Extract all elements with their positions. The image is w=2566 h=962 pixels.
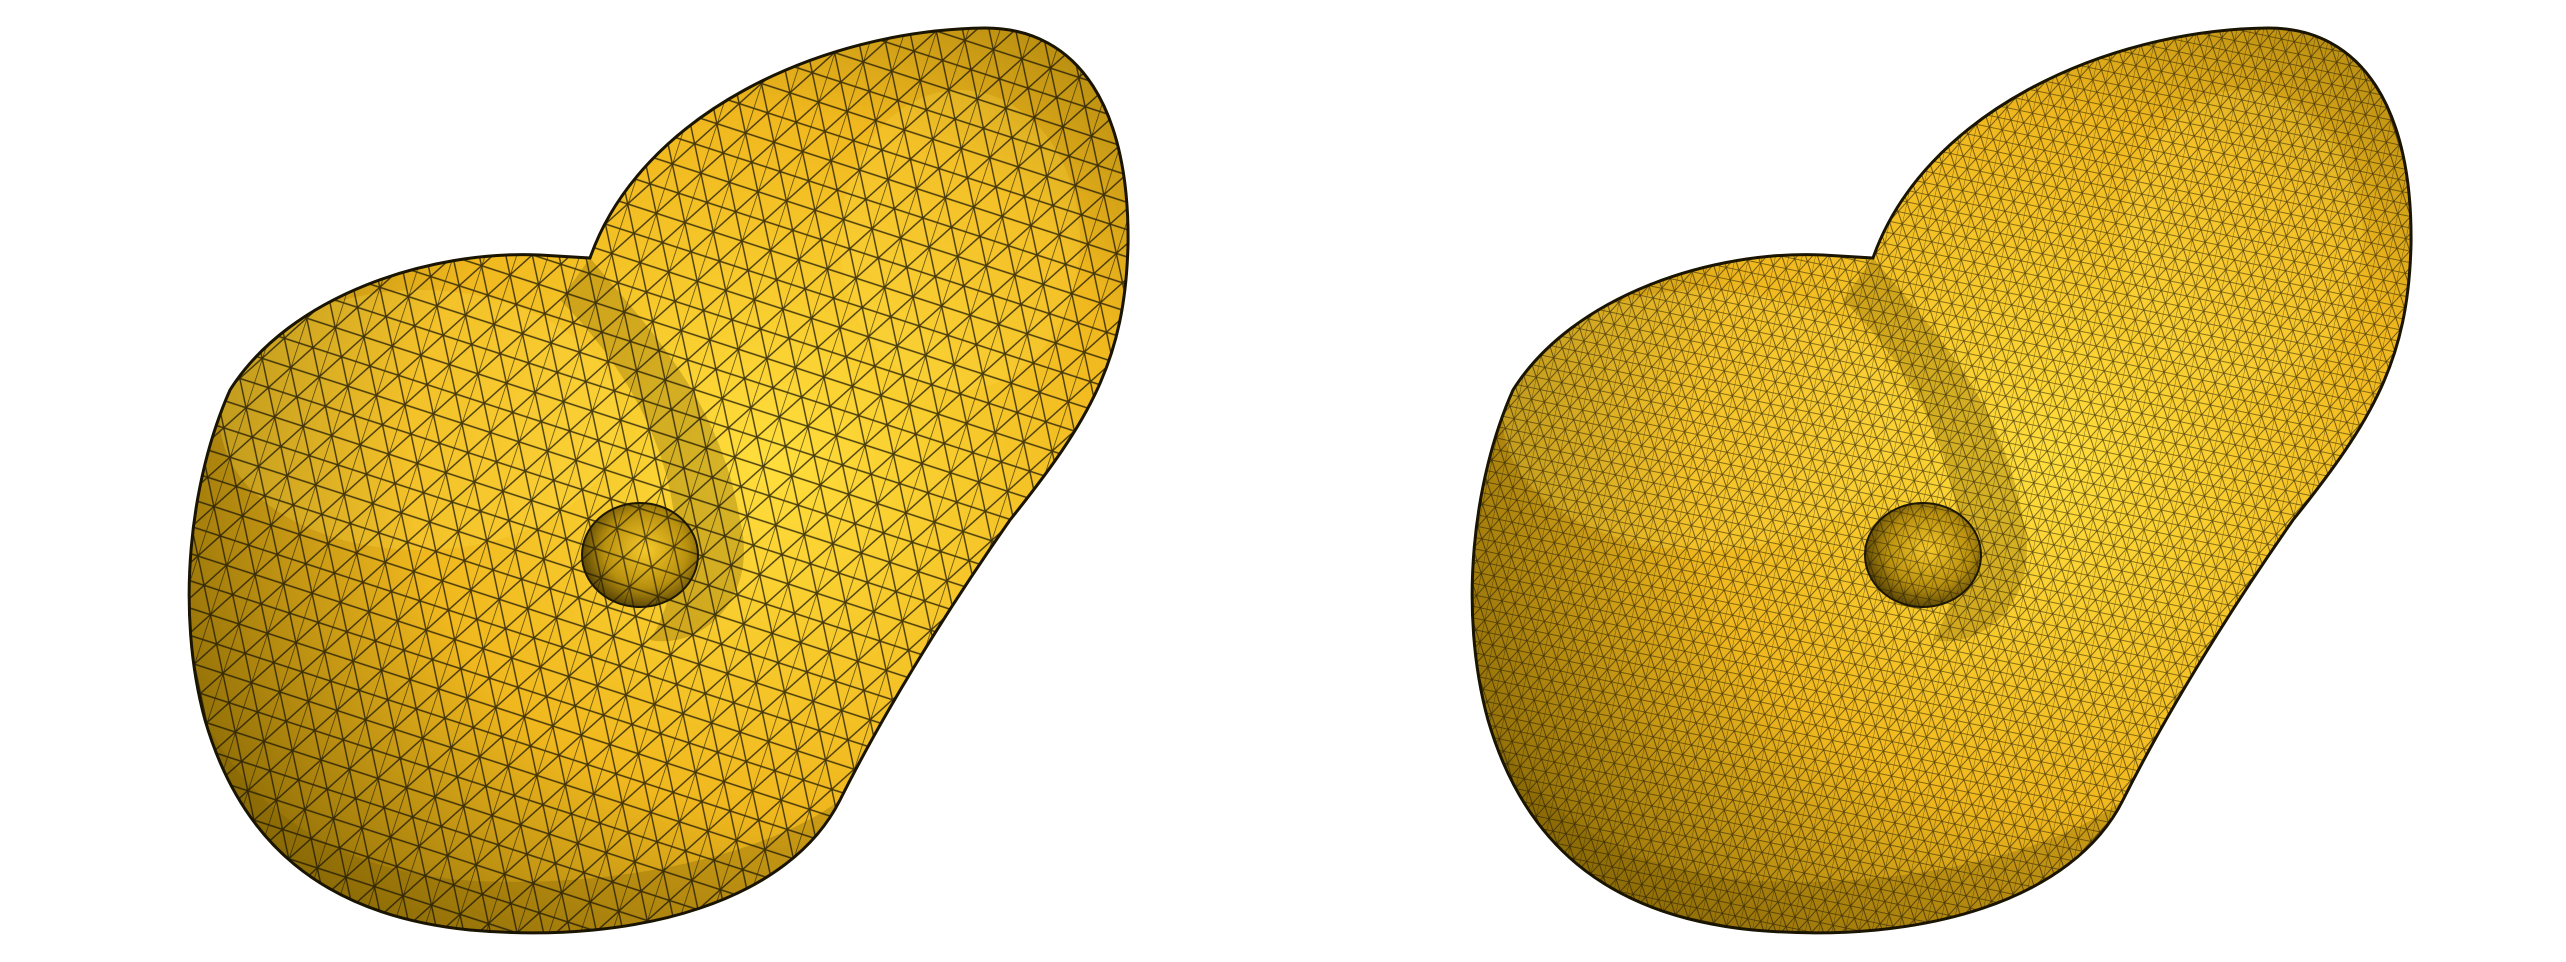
fine-mesh-panel [1470, 26, 2413, 935]
tunnel-hole-mesh [1865, 503, 1981, 607]
wireframe-mesh [1472, 28, 2412, 933]
surface-outline [187, 26, 1130, 935]
wireframe-mesh [189, 28, 1129, 933]
tunnel-hole-mesh [582, 503, 698, 607]
surface-outline [1470, 26, 2413, 935]
coarse-mesh-panel [187, 26, 1130, 935]
